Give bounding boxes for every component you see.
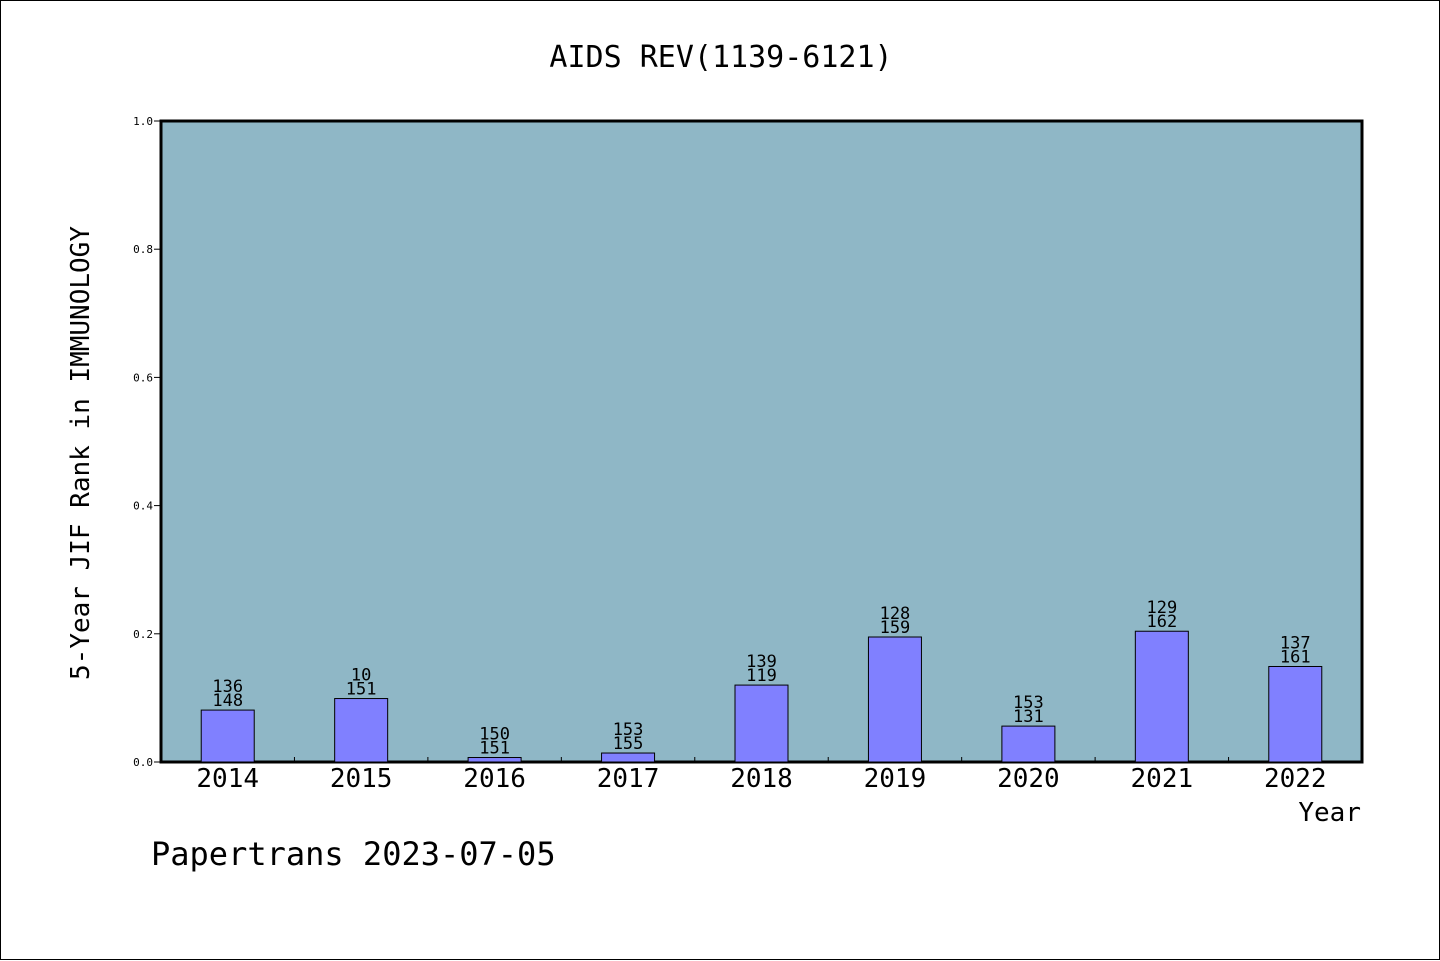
y-tick-label: 0.2 <box>133 628 153 641</box>
bar <box>1134 630 1189 763</box>
bar <box>1268 665 1323 763</box>
bar-label-top: 137 <box>1280 633 1311 653</box>
bar-label-top: 150 <box>479 725 510 745</box>
bar-label-bottom: 151 <box>479 739 510 759</box>
bar-label-bottom: 162 <box>1146 612 1177 632</box>
bar <box>334 698 389 763</box>
bar-label-top: 129 <box>1146 598 1177 618</box>
x-tick-label: 2016 <box>463 764 526 794</box>
bar-label-bottom: 159 <box>880 618 911 638</box>
bar-label-top: 128 <box>880 604 911 624</box>
bar <box>734 684 789 763</box>
x-tick-label: 2019 <box>864 764 927 794</box>
bar <box>601 752 656 763</box>
bar <box>867 636 922 763</box>
x-axis-label: Year <box>1298 798 1361 828</box>
bar <box>1001 725 1056 763</box>
bar-label-bottom: 161 <box>1280 647 1311 667</box>
bar-label-top: 153 <box>613 720 644 740</box>
bar-label-bottom: 155 <box>613 734 644 754</box>
y-tick-label: 0.0 <box>133 756 153 769</box>
x-axis: 2014 2015 2016 2017 2018 2019 2020 2021 2022 <box>196 757 1327 794</box>
y-tick-label: 0.8 <box>133 243 153 256</box>
x-tick-label: 2020 <box>997 764 1060 794</box>
bar-label-top: 153 <box>1013 693 1044 713</box>
y-axis-label: 5-Year JIF Rank in IMMUNOLOGY <box>66 226 96 680</box>
bar <box>467 757 522 763</box>
bar-label-top: 139 <box>746 652 777 672</box>
x-tick-label: 2015 <box>330 764 393 794</box>
x-tick-label: 2022 <box>1264 764 1327 794</box>
x-tick-label: 2014 <box>196 764 259 794</box>
chart-title: AIDS REV(1139-6121) <box>549 40 892 75</box>
bar-label-top: 136 <box>212 677 243 697</box>
bar-label-bottom: 151 <box>346 680 377 700</box>
x-tick-label: 2021 <box>1131 764 1194 794</box>
y-tick-label: 1.0 <box>133 115 153 128</box>
y-axis: 0.0 0.2 0.4 0.6 0.8 1.0 <box>133 115 161 769</box>
bar-label-bottom: 131 <box>1013 707 1044 727</box>
y-tick-label: 0.4 <box>133 500 153 513</box>
x-tick-label: 2017 <box>597 764 660 794</box>
bar-label-top: 10 <box>351 666 371 686</box>
x-tick-label: 2018 <box>730 764 793 794</box>
bar-label-bottom: 148 <box>212 691 243 711</box>
bar-label-bottom: 119 <box>746 666 777 686</box>
bar <box>200 709 255 763</box>
footer-text: Papertrans 2023-07-05 <box>151 835 556 873</box>
y-tick-label: 0.6 <box>133 371 153 384</box>
